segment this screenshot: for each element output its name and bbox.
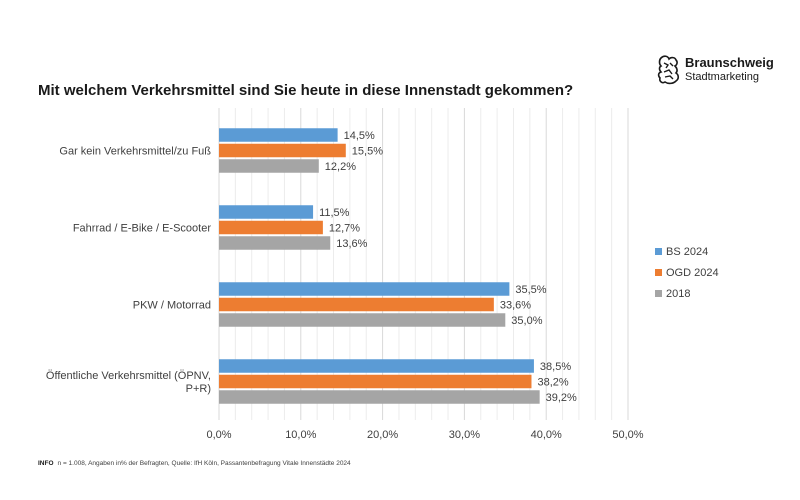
bars xyxy=(219,128,540,404)
bar xyxy=(219,359,534,373)
bar xyxy=(219,313,506,327)
x-tick-label: 0,0% xyxy=(206,429,231,441)
footnote-text: n = 1.008, Angaben in% der Befragten, Qu… xyxy=(57,460,351,467)
x-tick-label: 30,0% xyxy=(449,429,480,441)
bar xyxy=(219,297,494,312)
data-label: 12,2% xyxy=(325,161,356,173)
legend-swatch xyxy=(655,290,662,297)
data-label: 35,0% xyxy=(511,315,542,327)
lion-crest-icon xyxy=(657,55,680,85)
x-tick-label: 50,0% xyxy=(612,429,643,441)
data-label: 38,5% xyxy=(540,361,571,373)
legend-swatch xyxy=(655,248,662,255)
chart-title: Mit welchem Verkehrsmittel sind Sie heut… xyxy=(38,82,574,99)
bar xyxy=(219,143,346,158)
data-labels: 14,5% 15,5% 12,2% 11,5% 12,7% 13,6% 35,5% 33,6%… xyxy=(319,130,577,404)
bar xyxy=(219,159,319,173)
legend-swatch xyxy=(655,269,662,276)
data-label: 15,5% xyxy=(352,146,383,158)
legend: BS 2024 OGD 2024 2018 xyxy=(655,246,719,300)
data-label: 33,6% xyxy=(500,300,531,312)
category-label: PKW / Motorrad xyxy=(133,300,211,312)
legend-label: 2018 xyxy=(666,288,690,300)
data-label: 11,5% xyxy=(319,207,350,219)
bar xyxy=(219,374,532,389)
data-label: 13,6% xyxy=(336,238,367,250)
category-label: Öffentliche Verkehrsmittel (ÖPNV, xyxy=(46,370,211,382)
legend-label: BS 2024 xyxy=(666,246,708,258)
bar xyxy=(219,128,338,142)
footnote: INFO n = 1.008, Angaben in% der Befragten… xyxy=(38,460,351,467)
bar xyxy=(219,220,323,235)
braunschweig-logo: Braunschweig Stadtmarketing xyxy=(655,54,795,88)
category-label: Fahrrad / E-Bike / E-Scooter xyxy=(73,223,211,235)
bar xyxy=(219,282,510,296)
data-label: 35,5% xyxy=(515,284,546,296)
data-label: 12,7% xyxy=(329,223,360,235)
x-tick-label: 40,0% xyxy=(531,429,562,441)
category-label: Gar kein Verkehrsmittel/zu Fuß xyxy=(59,146,211,158)
data-label: 38,2% xyxy=(537,377,568,389)
bar xyxy=(219,205,314,219)
footnote-label: INFO xyxy=(38,460,54,467)
bar xyxy=(219,236,331,250)
data-label: 39,2% xyxy=(546,392,577,404)
x-axis-ticks: 0,0% 10,0% 20,0% 30,0% 40,0% 50,0% xyxy=(206,429,643,441)
category-labels: Gar kein Verkehrsmittel/zu Fuß Fahrrad / … xyxy=(46,146,211,396)
category-label: P+R) xyxy=(186,383,211,395)
logo-subtitle: Stadtmarketing xyxy=(685,71,759,83)
bar xyxy=(219,390,540,404)
x-tick-label: 20,0% xyxy=(367,429,398,441)
legend-label: OGD 2024 xyxy=(666,267,719,279)
data-label: 14,5% xyxy=(344,130,375,142)
logo-name: Braunschweig xyxy=(685,55,774,70)
x-tick-label: 10,0% xyxy=(285,429,316,441)
